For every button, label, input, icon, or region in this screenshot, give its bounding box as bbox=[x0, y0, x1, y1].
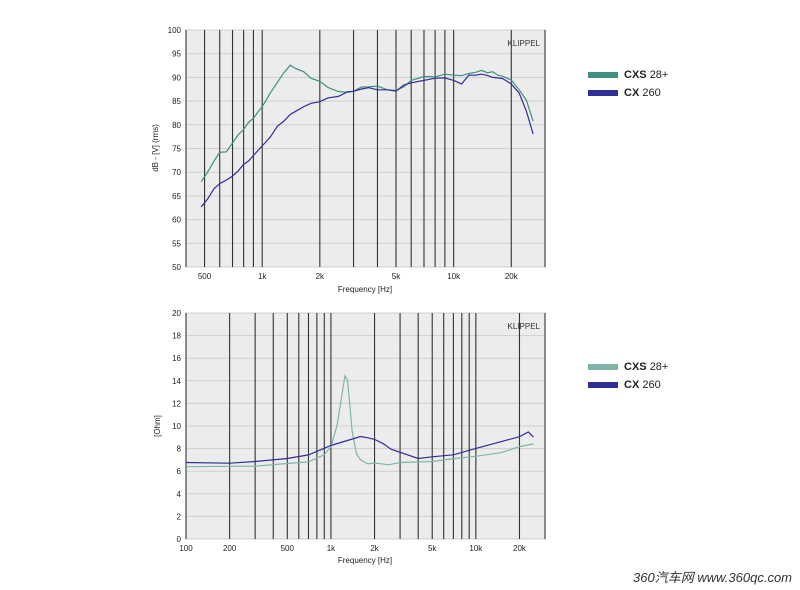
y-tick-label: 12 bbox=[172, 399, 181, 408]
x-tick-label: 500 bbox=[281, 544, 295, 553]
x-tick-label: 20k bbox=[513, 544, 527, 553]
y-tick-label: 50 bbox=[172, 263, 181, 272]
y-tick-label: 0 bbox=[177, 535, 182, 544]
x-tick-label: 2k bbox=[316, 272, 325, 281]
legend-swatch bbox=[588, 72, 618, 78]
legend-swatch bbox=[588, 364, 618, 370]
legend-label: CXS 28+ bbox=[624, 69, 669, 81]
x-tick-label: 1k bbox=[258, 272, 267, 281]
legend-item-cxs28: CXS 28+ bbox=[588, 66, 668, 84]
y-tick-label: 90 bbox=[172, 73, 181, 82]
x-tick-label: 200 bbox=[223, 544, 237, 553]
y-tick-label: 16 bbox=[172, 354, 181, 363]
y-tick-label: 14 bbox=[172, 377, 181, 386]
x-tick-label: 5k bbox=[428, 544, 437, 553]
y-tick-label: 85 bbox=[172, 97, 181, 106]
legend-label: CX 260 bbox=[624, 379, 661, 391]
legend-item-cx260: CX 260 bbox=[588, 376, 668, 394]
y-axis-label: [Ohm] bbox=[153, 415, 162, 437]
legend-label: CXS 28+ bbox=[624, 361, 669, 373]
y-axis-label: dB - [V] (rms) bbox=[151, 124, 160, 172]
watermark: 360汽车网 www.360qc.com bbox=[633, 570, 792, 585]
series-line bbox=[200, 73, 534, 208]
y-tick-label: 95 bbox=[172, 50, 181, 59]
legend-item-cx260: CX 260 bbox=[588, 84, 668, 102]
x-tick-label: 20k bbox=[505, 272, 519, 281]
y-tick-label: 70 bbox=[172, 168, 181, 177]
spl-chart: 50 55 60 65 70 75 80 85 90 95 100 500 1k 2k 5k 10k 20k K… bbox=[151, 26, 546, 294]
y-tick-label: 10 bbox=[172, 422, 181, 431]
y-tick-label: 4 bbox=[177, 490, 182, 499]
impedance-chart: 0 2 4 6 8 10 12 14 16 18 20 100 200 500 1k 2k 5k 10k 20k K… bbox=[153, 309, 546, 565]
series-line bbox=[185, 431, 534, 464]
x-axis-label: Frequency [Hz] bbox=[338, 556, 392, 565]
legend-bottom: CXS 28+ CX 260 bbox=[588, 358, 668, 394]
brand-label: KLIPPEL bbox=[508, 322, 541, 331]
series-line bbox=[185, 374, 534, 468]
brand-label: KLIPPEL bbox=[508, 39, 541, 48]
legend-item-cxs28: CXS 28+ bbox=[588, 358, 668, 376]
y-tick-label: 65 bbox=[172, 192, 181, 201]
y-tick-label: 60 bbox=[172, 216, 181, 225]
x-tick-label: 5k bbox=[392, 272, 401, 281]
y-tick-label: 8 bbox=[177, 445, 182, 454]
y-tick-label: 100 bbox=[168, 26, 182, 35]
x-tick-label: 10k bbox=[447, 272, 461, 281]
legend-swatch bbox=[588, 90, 618, 96]
y-tick-label: 6 bbox=[177, 467, 182, 476]
y-tick-label: 80 bbox=[172, 121, 181, 130]
x-tick-label: 2k bbox=[370, 544, 379, 553]
legend-top: CXS 28+ CX 260 bbox=[588, 66, 668, 102]
x-tick-label: 10k bbox=[469, 544, 483, 553]
y-tick-label: 55 bbox=[172, 239, 181, 248]
y-tick-label: 18 bbox=[172, 332, 181, 341]
legend-swatch bbox=[588, 382, 618, 388]
x-axis-label: Frequency [Hz] bbox=[338, 285, 392, 294]
y-tick-label: 2 bbox=[177, 512, 182, 521]
legend-label: CX 260 bbox=[624, 87, 661, 99]
x-tick-label: 500 bbox=[198, 272, 212, 281]
x-tick-label: 1k bbox=[327, 544, 336, 553]
x-tick-label: 100 bbox=[179, 544, 193, 553]
y-tick-label: 75 bbox=[172, 145, 181, 154]
y-tick-label: 20 bbox=[172, 309, 181, 318]
